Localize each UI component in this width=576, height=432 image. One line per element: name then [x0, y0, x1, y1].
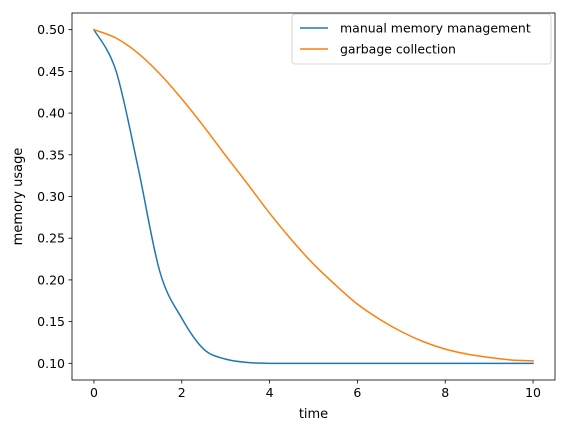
legend-label-1: manual memory management [340, 21, 531, 36]
x-tick-label: 2 [178, 385, 186, 400]
x-tick-label: 0 [90, 385, 98, 400]
y-tick-label: 0.15 [37, 314, 65, 329]
y-tick-label: 0.45 [37, 64, 65, 79]
x-axis-label: time [299, 407, 328, 422]
plot-lines [92, 28, 534, 365]
x-tick-label: 6 [353, 385, 361, 400]
series-line-1 [92, 28, 534, 365]
y-axis-label: memory usage [11, 148, 26, 246]
y-tick-label: 0.50 [37, 22, 65, 37]
legend-box [291, 13, 552, 65]
y-tick-label: 0.25 [37, 231, 65, 246]
x-tick-label: 8 [441, 385, 449, 400]
legend-label-2: garbage collection [340, 42, 456, 57]
y-tick-label: 0.40 [37, 106, 65, 121]
y-tick-label: 0.20 [37, 272, 65, 287]
x-tick-label: 10 [525, 385, 541, 400]
y-tick-label: 0.30 [37, 189, 65, 204]
y-tick-label: 0.10 [37, 356, 65, 371]
legend: manual memory management garbage collecti… [291, 13, 552, 65]
x-tick-label: 4 [266, 385, 274, 400]
y-tick-label: 0.35 [37, 147, 65, 162]
series-line-2 [92, 28, 534, 362]
x-axis-ticks: 0 2 4 6 8 10 [90, 380, 541, 400]
y-axis-ticks: 0.10 0.15 0.20 0.25 0.30 0.35 0.40 0.45 0.50 [37, 22, 72, 371]
